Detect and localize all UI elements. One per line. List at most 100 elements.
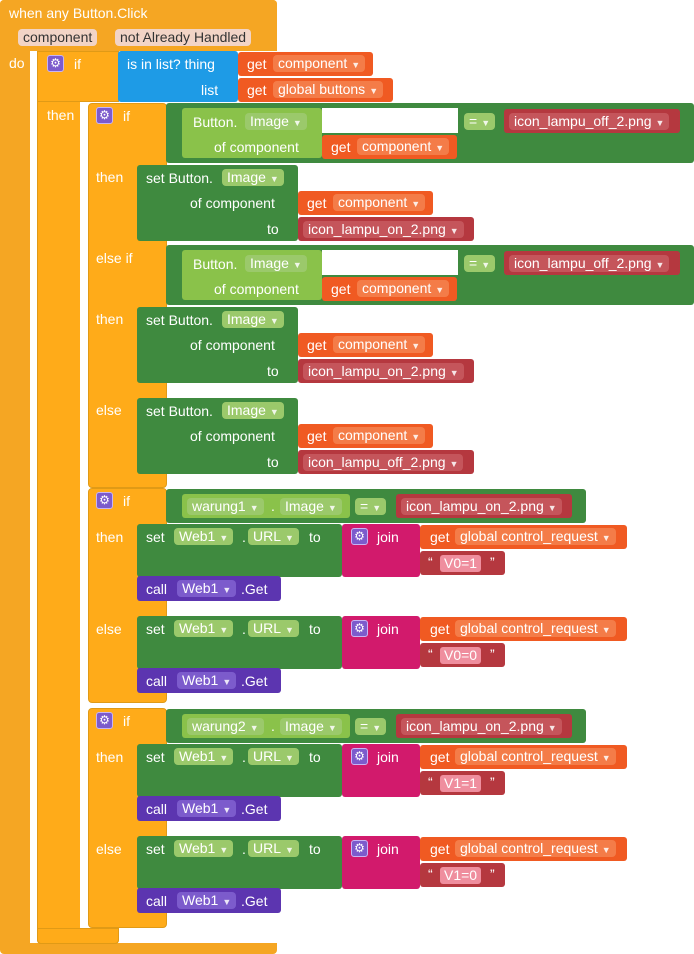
eq-operator-dropdown[interactable]: = ▼ [464,255,496,272]
file-on-dropdown[interactable]: icon_lampu_on_2.png ▼ [303,363,464,380]
to-label: to [309,841,321,857]
join-label: join [377,749,399,765]
get-label: get [430,621,450,637]
set-web1-url-block-2[interactable] [137,616,342,669]
prop-image-dropdown[interactable]: Image ▼ [222,402,284,419]
file-on-dropdown[interactable]: icon_lampu_on_2.png ▼ [401,718,562,735]
component-web1-dropdown[interactable]: Web1 ▼ [177,892,237,909]
file-on-dropdown[interactable]: icon_lampu_on_2.png ▼ [303,221,464,238]
get-method-label: .Get [241,893,268,909]
prop-image-dropdown[interactable]: Image ▼ [222,169,284,186]
eq-operator-dropdown[interactable]: = ▼ [355,498,387,515]
dot-label: . [271,498,275,514]
var-component-dropdown[interactable]: component ▼ [357,280,450,297]
get-label: get [247,56,267,72]
file-off-dropdown[interactable]: icon_lampu_off_2.png ▼ [509,113,670,130]
else-label: else [96,841,122,857]
set-label: set [146,621,165,637]
component-web1-dropdown[interactable]: Web1 ▼ [177,672,237,689]
get-method-label: .Get [241,673,268,689]
var-component-dropdown[interactable]: component ▼ [357,138,450,155]
component-web1-dropdown[interactable]: Web1 ▼ [174,840,234,857]
set-web1-url-block-4[interactable] [137,836,342,889]
join-label: join [377,841,399,857]
to-label: to [267,363,279,379]
prop-url-dropdown[interactable]: URL ▼ [248,840,299,857]
component-web1-dropdown[interactable]: Web1 ▼ [174,748,234,765]
string-v0-0[interactable]: V0=0 [440,647,482,664]
eq-operator-dropdown[interactable]: = ▼ [355,718,387,735]
quote-open-icon: “ [428,866,433,882]
eq-operator-dropdown[interactable]: = ▼ [464,113,496,130]
string-v1-0[interactable]: V1=0 [440,867,482,884]
chevron-down-icon: ▼ [601,533,611,543]
call-label: call [146,893,168,909]
set-label: set [146,529,165,545]
var-global-control-dropdown[interactable]: global control_request ▼ [455,528,616,545]
chevron-down-icon: ▼ [249,503,259,513]
prop-image-dropdown[interactable]: Image ▼ [222,311,284,328]
component-web1-dropdown[interactable]: Web1 ▼ [174,620,234,637]
set-label: set [146,841,165,857]
get-label: get [307,428,327,444]
get-label: get [430,529,450,545]
component-web1-dropdown[interactable]: Web1 ▼ [174,528,234,545]
get-label: get [247,82,267,98]
gear-icon[interactable]: ⚙ [351,840,368,857]
var-global-control-dropdown[interactable]: global control_request ▼ [455,748,616,765]
quote-close-icon: ” [490,646,495,662]
quote-close-icon: ” [490,554,495,570]
set-web1-url-block-1[interactable] [137,524,342,577]
var-component-dropdown[interactable]: component ▼ [333,194,426,211]
var-global-control-dropdown[interactable]: global control_request ▼ [455,840,616,857]
file-on-dropdown[interactable]: icon_lampu_on_2.png ▼ [401,498,562,515]
chevron-down-icon: ▼ [449,368,459,378]
chevron-down-icon: ▼ [372,503,382,513]
component-web1-dropdown[interactable]: Web1 ▼ [177,580,237,597]
component-web1-dropdown[interactable]: Web1 ▼ [177,800,237,817]
param-not-handled[interactable]: not Already Handled [115,29,252,46]
prop-image-dropdown[interactable]: Image ▼ [245,113,307,130]
get-method-label: .Get [241,801,268,817]
gear-icon[interactable]: ⚙ [96,492,113,509]
get-label: get [331,139,351,155]
chevron-down-icon: ▼ [285,625,294,635]
is-in-list-label: is in list? thing [127,56,215,72]
gear-icon[interactable]: ⚙ [351,528,368,545]
string-v0-1[interactable]: V0=1 [440,555,482,572]
prop-image-dropdown[interactable]: Image ▼ [280,718,342,735]
set-web1-url-block-3[interactable] [137,744,342,797]
dot-label: . [242,529,246,545]
component-warung1-dropdown[interactable]: warung1 ▼ [187,498,264,515]
prop-url-dropdown[interactable]: URL ▼ [248,620,299,637]
var-global-buttons-dropdown[interactable]: global buttons ▼ [273,81,384,98]
button-label: Button. [193,114,238,130]
chevron-down-icon: ▼ [269,407,279,417]
gear-icon[interactable]: ⚙ [47,55,64,72]
prop-url-dropdown[interactable]: URL ▼ [248,528,299,545]
chevron-down-icon: ▼ [219,845,229,855]
chevron-down-icon: ▼ [601,625,611,635]
gear-icon[interactable]: ⚙ [351,620,368,637]
var-global-control-dropdown[interactable]: global control_request ▼ [455,620,616,637]
chevron-down-icon: ▼ [269,316,279,326]
gear-icon[interactable]: ⚙ [96,107,113,124]
component-warung2-dropdown[interactable]: warung2 ▼ [187,718,264,735]
string-v1-1[interactable]: V1=1 [440,775,482,792]
var-component-dropdown[interactable]: component ▼ [273,55,366,72]
then-label: then [96,529,124,545]
prop-url-dropdown[interactable]: URL ▼ [248,748,299,765]
chevron-down-icon: ▼ [601,753,611,763]
gear-icon[interactable]: ⚙ [96,712,113,729]
is-in-list-block[interactable] [118,51,238,102]
param-component[interactable]: component [18,29,98,46]
chevron-down-icon: ▼ [269,174,279,184]
chevron-down-icon: ▼ [285,845,294,855]
file-off-dropdown[interactable]: icon_lampu_off_2.png ▼ [303,454,464,471]
file-off-dropdown[interactable]: icon_lampu_off_2.png ▼ [509,255,670,272]
var-component-dropdown[interactable]: component ▼ [333,427,426,444]
gear-icon[interactable]: ⚙ [351,748,368,765]
prop-image-dropdown[interactable]: Image ▼ [245,255,307,272]
prop-image-dropdown[interactable]: Image ▼ [280,498,342,515]
var-component-dropdown[interactable]: component ▼ [333,336,426,353]
